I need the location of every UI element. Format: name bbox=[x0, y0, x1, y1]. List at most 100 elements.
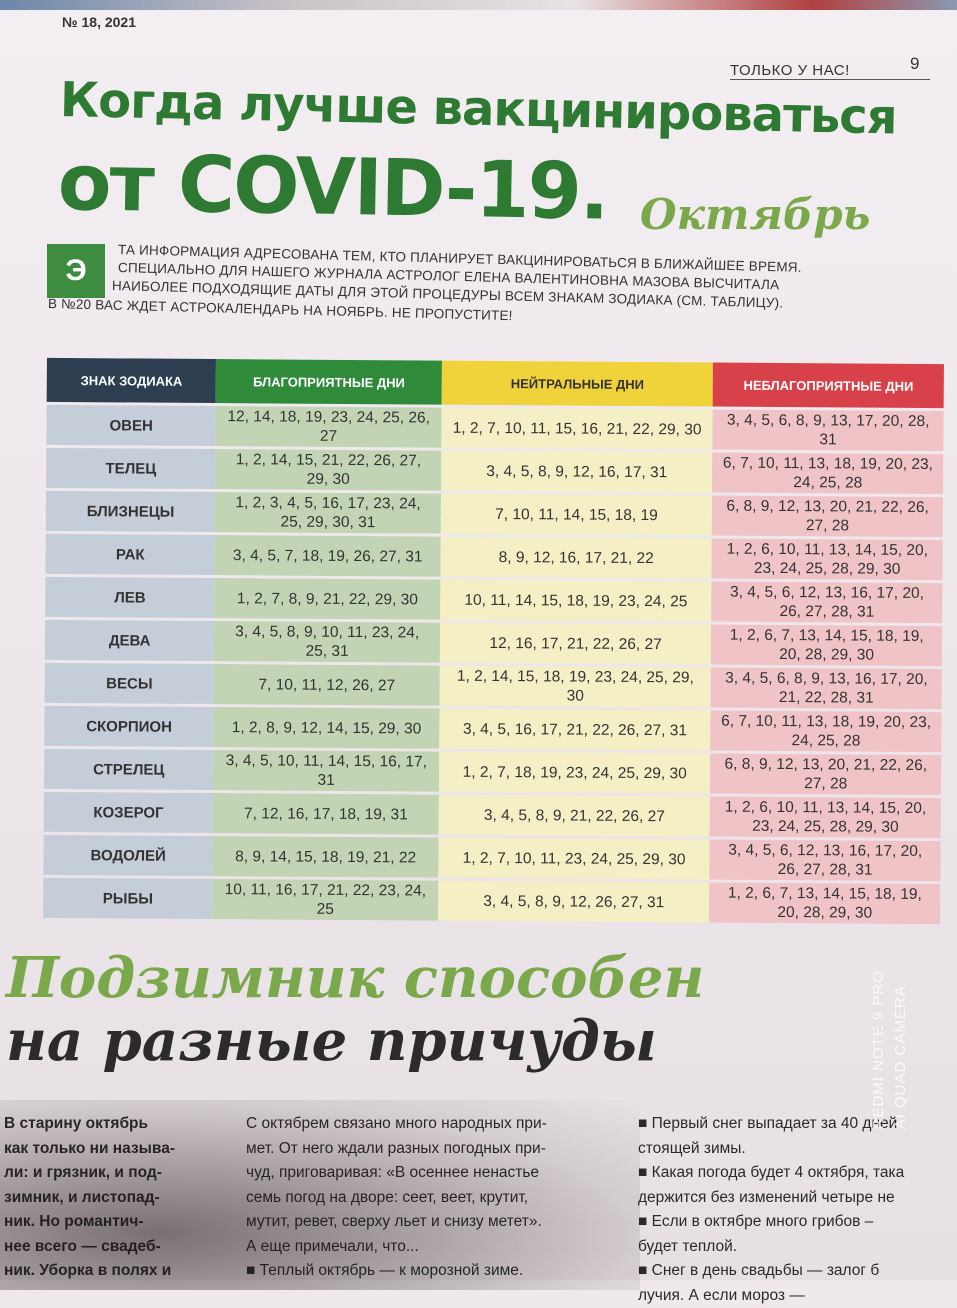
neutral-days: 1, 2, 7, 10, 11, 23, 24, 25, 29, 30 bbox=[438, 838, 710, 880]
headline-line1: Когда лучше вакцинироваться bbox=[59, 72, 897, 146]
unfavorable-days: 6, 7, 10, 11, 13, 18, 19, 20, 23, 24, 25… bbox=[711, 711, 942, 753]
header-neutral: НЕЙТРАЛЬНЫЕ ДНИ bbox=[442, 361, 714, 407]
unfavorable-days: 3, 4, 5, 6, 8, 9, 13, 17, 20, 28, 31 bbox=[713, 410, 944, 452]
favorable-days: 8, 9, 14, 15, 18, 19, 21, 22 bbox=[213, 836, 439, 878]
zodiac-sign: ЛЕВ bbox=[45, 577, 215, 618]
section-label: ТОЛЬКО У НАС! bbox=[730, 62, 930, 80]
zodiac-sign: ОВЕН bbox=[46, 405, 216, 446]
neutral-days: 7, 10, 11, 14, 15, 18, 19 bbox=[441, 494, 713, 536]
neutral-days: 12, 16, 17, 21, 22, 26, 27 bbox=[440, 623, 712, 665]
watermark-line1: REDMI NOTE 9 PRO bbox=[868, 970, 890, 1129]
unfavorable-days: 1, 2, 6, 7, 13, 14, 15, 18, 19, 20, 28, … bbox=[711, 625, 942, 667]
neutral-days: 3, 4, 5, 8, 9, 21, 22, 26, 27 bbox=[439, 795, 711, 837]
headline-line2: от COVID-19. bbox=[57, 138, 608, 238]
header-unfavorable: НЕБЛАГОПРИЯТНЫЕ ДНИ bbox=[713, 363, 944, 409]
drop-cap: Э bbox=[47, 244, 105, 298]
favorable-days: 1, 2, 14, 15, 21, 22, 26, 27, 29, 30 bbox=[215, 449, 441, 491]
unfavorable-days: 6, 8, 9, 12, 13, 20, 21, 22, 26, 27, 28 bbox=[710, 754, 941, 796]
unfavorable-days: 6, 7, 10, 11, 13, 18, 19, 20, 23, 24, 25… bbox=[712, 453, 943, 495]
article-line: зимник, и листопад- bbox=[4, 1186, 232, 1211]
unfavorable-days: 1, 2, 6, 10, 11, 13, 14, 15, 20, 23, 24,… bbox=[712, 539, 943, 581]
unfavorable-days: 1, 2, 6, 10, 11, 13, 14, 15, 20, 23, 24,… bbox=[710, 797, 941, 839]
unfavorable-days: 3, 4, 5, 6, 8, 9, 13, 16, 17, 20, 21, 22… bbox=[711, 668, 942, 710]
article-line: ■ Какая погода будет 4 октября, така bbox=[638, 1161, 957, 1186]
article-column-2: С октябрем связано много народных при-ме… bbox=[246, 1112, 621, 1284]
unfavorable-days: 6, 8, 9, 12, 13, 20, 21, 22, 26, 27, 28 bbox=[712, 496, 943, 538]
neutral-days: 8, 9, 12, 16, 17, 21, 22 bbox=[440, 537, 712, 579]
unfavorable-days: 1, 2, 6, 7, 13, 14, 15, 18, 19, 20, 28, … bbox=[709, 883, 940, 925]
favorable-days: 3, 4, 5, 8, 9, 10, 11, 23, 24, 25, 31 bbox=[214, 621, 440, 663]
zodiac-sign: КОЗЕРОГ bbox=[44, 792, 214, 833]
neutral-days: 10, 11, 14, 15, 18, 19, 23, 24, 25 bbox=[440, 580, 712, 622]
zodiac-sign: СКОРПИОН bbox=[44, 706, 214, 747]
article-line: семь погод на дворе: сеет, веет, крутит, bbox=[246, 1186, 621, 1211]
unfavorable-days: 3, 4, 5, 6, 12, 13, 16, 17, 20, 26, 27, … bbox=[711, 582, 942, 624]
favorable-days: 3, 4, 5, 7, 18, 19, 26, 27, 31 bbox=[215, 535, 441, 577]
favorable-days: 7, 12, 16, 17, 18, 19, 31 bbox=[213, 793, 439, 835]
favorable-days: 10, 11, 16, 17, 21, 22, 23, 24, 25 bbox=[212, 879, 438, 921]
zodiac-vaccination-table: ЗНАК ЗОДИАКА БЛАГОПРИЯТНЫЕ ДНИ НЕЙТРАЛЬН… bbox=[43, 355, 944, 927]
favorable-days: 1, 2, 8, 9, 12, 14, 15, 29, 30 bbox=[214, 707, 440, 749]
article-line: как только ни называ- bbox=[4, 1137, 232, 1162]
zodiac-sign: ВЕСЫ bbox=[45, 663, 215, 704]
article-line: ли: и грязник, и под- bbox=[4, 1161, 232, 1186]
zodiac-sign: ТЕЛЕЦ bbox=[46, 448, 216, 489]
article-line: будет теплой. bbox=[638, 1235, 957, 1260]
zodiac-sign: РЫБЫ bbox=[43, 878, 213, 919]
article-line: В старину октябрь bbox=[4, 1112, 232, 1137]
table-header-row: ЗНАК ЗОДИАКА БЛАГОПРИЯТНЫЕ ДНИ НЕЙТРАЛЬН… bbox=[47, 358, 944, 408]
article-line: С октябрем связано много народных при- bbox=[246, 1112, 621, 1137]
neutral-days: 3, 4, 5, 16, 17, 21, 22, 26, 27, 31 bbox=[439, 709, 711, 751]
neutral-days: 1, 2, 14, 15, 18, 19, 23, 24, 25, 29, 30 bbox=[439, 666, 711, 708]
article-line: мутит, ревет, сверху льет и снизу метет»… bbox=[246, 1210, 621, 1235]
headline-month: Октябрь bbox=[640, 190, 870, 239]
unfavorable-days: 3, 4, 5, 6, 12, 13, 16, 17, 20, 26, 27, … bbox=[710, 840, 941, 882]
favorable-days: 7, 10, 11, 12, 26, 27 bbox=[214, 664, 440, 706]
camera-watermark: REDMI NOTE 9 PRO AI QUAD CAMERA bbox=[868, 970, 912, 1129]
watermark-line2: AI QUAD CAMERA bbox=[890, 970, 912, 1129]
neutral-days: 1, 2, 7, 10, 11, 15, 16, 21, 22, 29, 30 bbox=[441, 408, 713, 450]
zodiac-sign: РАК bbox=[45, 534, 215, 575]
article-line: мет. От него ждали разных погодных при- bbox=[246, 1137, 621, 1162]
neutral-days: 3, 4, 5, 8, 9, 12, 26, 27, 31 bbox=[438, 881, 710, 923]
article-line: чуд, приговаривая: «В осеннее ненастье bbox=[246, 1161, 621, 1186]
article-title-line1: Подзимник способен bbox=[6, 945, 704, 1011]
header-sign: ЗНАК ЗОДИАКА bbox=[47, 358, 217, 403]
issue-number: № 18, 2021 bbox=[62, 14, 136, 30]
favorable-days: 12, 14, 18, 19, 23, 24, 25, 26, 27 bbox=[216, 406, 442, 448]
article-title-line2: на разные причуды bbox=[6, 1008, 657, 1074]
article-line: держится без изменений четыре не bbox=[638, 1186, 957, 1211]
page-number: 9 bbox=[910, 54, 919, 74]
article-line: лучия. А если мороз — bbox=[638, 1284, 957, 1308]
article-line: нее всего — свадеб- bbox=[4, 1235, 232, 1260]
newspaper-page: № 18, 2021 ТОЛЬКО У НАС! 9 Когда лучше в… bbox=[0, 10, 957, 1280]
article-line: ник. Но романтич- bbox=[4, 1210, 232, 1235]
header-favorable: БЛАГОПРИЯТНЫЕ ДНИ bbox=[216, 359, 442, 405]
zodiac-sign: БЛИЗНЕЦЫ bbox=[46, 491, 216, 532]
neutral-days: 1, 2, 7, 18, 19, 23, 24, 25, 29, 30 bbox=[439, 752, 711, 794]
article-line: стоящей зимы. bbox=[638, 1137, 957, 1162]
favorable-days: 1, 2, 7, 8, 9, 21, 22, 29, 30 bbox=[215, 578, 441, 620]
zodiac-sign: СТРЕЛЕЦ bbox=[44, 749, 214, 790]
favorable-days: 1, 2, 3, 4, 5, 16, 17, 23, 24, 25, 29, 3… bbox=[215, 492, 441, 534]
neutral-days: 3, 4, 5, 8, 9, 12, 16, 17, 31 bbox=[441, 451, 713, 493]
article-line: А еще примечали, что... bbox=[246, 1235, 621, 1260]
article-line: ■ Если в октябре много грибов – bbox=[638, 1210, 957, 1235]
favorable-days: 3, 4, 5, 10, 11, 14, 15, 16, 17, 31 bbox=[213, 750, 439, 792]
zodiac-sign: ВОДОЛЕЙ bbox=[43, 835, 213, 876]
zodiac-sign: ДЕВА bbox=[45, 620, 215, 661]
